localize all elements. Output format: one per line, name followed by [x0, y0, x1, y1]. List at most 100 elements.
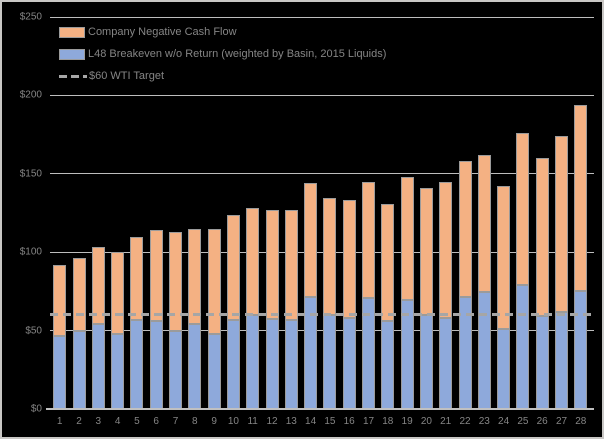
x-axis-tick-label: 9 — [211, 416, 217, 427]
x-axis-tick-label: 19 — [401, 416, 413, 427]
x-axis-tick-label: 26 — [536, 416, 548, 427]
bar-segment-cash-flow — [53, 264, 67, 337]
x-axis-tick-label: 23 — [478, 416, 490, 427]
x-axis-tick-label: 25 — [517, 416, 529, 427]
gridline-250 — [50, 16, 594, 18]
y-axis-tick-label: $0 — [30, 403, 42, 415]
legend-swatch-icon — [59, 26, 85, 38]
bar-segment-cash-flow — [516, 133, 530, 286]
bar-segment-breakeven — [535, 316, 549, 409]
bar-group-10 — [226, 2, 240, 409]
bar-segment-cash-flow — [419, 187, 433, 315]
legend-item-0: Company Negative Cash Flow — [59, 21, 386, 43]
bar-group-5 — [130, 2, 144, 409]
bar-group-2 — [72, 2, 86, 409]
bar-segment-breakeven — [169, 331, 182, 409]
bar-group-8 — [188, 2, 202, 409]
x-axis-tick-label: 18 — [382, 416, 394, 427]
bar-group-21 — [439, 2, 453, 409]
legend-swatch-icon — [59, 48, 85, 60]
bar-group-25 — [516, 2, 530, 409]
bar-segment-cash-flow — [265, 209, 279, 319]
bar-segment-breakeven — [188, 324, 202, 409]
bar-segment-breakeven — [574, 291, 588, 409]
bar-segment-breakeven — [323, 314, 337, 409]
bar-segment-cash-flow — [381, 203, 395, 322]
y-axis-tick-label: $250 — [19, 11, 42, 23]
bar-segment-cash-flow — [149, 230, 163, 322]
bar-segment-cash-flow — [323, 198, 337, 315]
bar-segment-cash-flow — [439, 181, 453, 319]
bar-group-20 — [419, 2, 433, 409]
x-axis-tick-label: 3 — [95, 416, 102, 427]
legend-dash-icon — [59, 74, 87, 78]
bar-segment-breakeven — [246, 314, 260, 409]
x-axis-tick-label: 20 — [420, 416, 432, 427]
bar-segment-cash-flow — [304, 183, 318, 297]
bar-segment-cash-flow — [362, 181, 375, 298]
bar-segment-cash-flow — [555, 136, 568, 312]
bar-segment-breakeven — [91, 324, 105, 409]
bar-group-18 — [381, 2, 395, 409]
bar-group-11 — [246, 2, 260, 409]
bar-segment-cash-flow — [130, 236, 144, 320]
x-axis-tick-label: 24 — [498, 416, 510, 427]
bar-segment-cash-flow — [284, 209, 298, 321]
x-axis-tick-label: 8 — [192, 416, 198, 427]
bar-segment-cash-flow — [246, 208, 260, 315]
x-axis-tick-label: 5 — [134, 416, 140, 427]
x-axis-tick-label: 2 — [76, 416, 82, 427]
bar-segment-cash-flow — [458, 161, 472, 297]
bar-segment-breakeven — [111, 333, 125, 409]
x-axis-tick-label: 11 — [247, 416, 258, 427]
y-axis-tick-label: $100 — [19, 246, 42, 258]
bar-segment-cash-flow — [535, 158, 549, 317]
bar-segment-breakeven — [265, 318, 279, 409]
y-axis-tick-label: $50 — [25, 325, 42, 337]
bar-group-7 — [169, 2, 182, 409]
bar-segment-cash-flow — [400, 176, 414, 300]
bar-group-22 — [458, 2, 472, 409]
bar-segment-cash-flow — [342, 199, 356, 319]
bar-segment-breakeven — [497, 329, 511, 409]
bar-segment-cash-flow — [497, 186, 511, 330]
x-axis-tick-label: 21 — [440, 416, 452, 427]
bar-group-23 — [477, 2, 491, 409]
bar-group-16 — [342, 2, 356, 409]
x-axis-tick-label: 14 — [305, 416, 317, 427]
x-axis-tick-label: 7 — [172, 416, 179, 427]
bar-segment-cash-flow — [477, 154, 491, 293]
bar-segment-breakeven — [555, 311, 568, 409]
bar-segment-breakeven — [477, 292, 491, 409]
bar-segment-cash-flow — [574, 104, 588, 292]
wti-target-line — [50, 313, 594, 317]
bar-segment-cash-flow — [91, 247, 105, 325]
x-axis-tick-label: 12 — [266, 416, 278, 427]
bar-group-27 — [555, 2, 568, 409]
bar-segment-breakeven — [419, 314, 433, 409]
bar-segment-breakeven — [149, 321, 163, 409]
bar-segment-breakeven — [516, 285, 530, 409]
bar-segment-breakeven — [53, 336, 67, 409]
chart-legend: Company Negative Cash Flow L48 Breakeven … — [59, 21, 386, 87]
bar-segment-cash-flow — [111, 252, 125, 334]
bar-segment-cash-flow — [169, 231, 182, 332]
bar-segment-breakeven — [342, 318, 356, 409]
x-axis-tick-label: 10 — [227, 416, 239, 427]
bar-segment-breakeven — [284, 320, 298, 409]
bar-segment-cash-flow — [72, 257, 86, 332]
bar-group-17 — [362, 2, 375, 409]
bar-group-24 — [497, 2, 511, 409]
bar-group-14 — [304, 2, 318, 409]
legend-item-2: $60 WTI Target — [59, 65, 386, 87]
x-axis-tick-label: 28 — [575, 416, 587, 427]
bar-segment-cash-flow — [226, 215, 240, 321]
x-axis-tick-label: 22 — [459, 416, 471, 427]
y-axis-tick-label: $200 — [19, 89, 42, 101]
bar-group-28 — [574, 2, 588, 409]
legend-label: $60 WTI Target — [89, 70, 164, 82]
x-axis-tick-label: 16 — [343, 416, 355, 427]
legend-label: Company Negative Cash Flow — [88, 26, 237, 38]
x-axis-line — [46, 408, 594, 410]
